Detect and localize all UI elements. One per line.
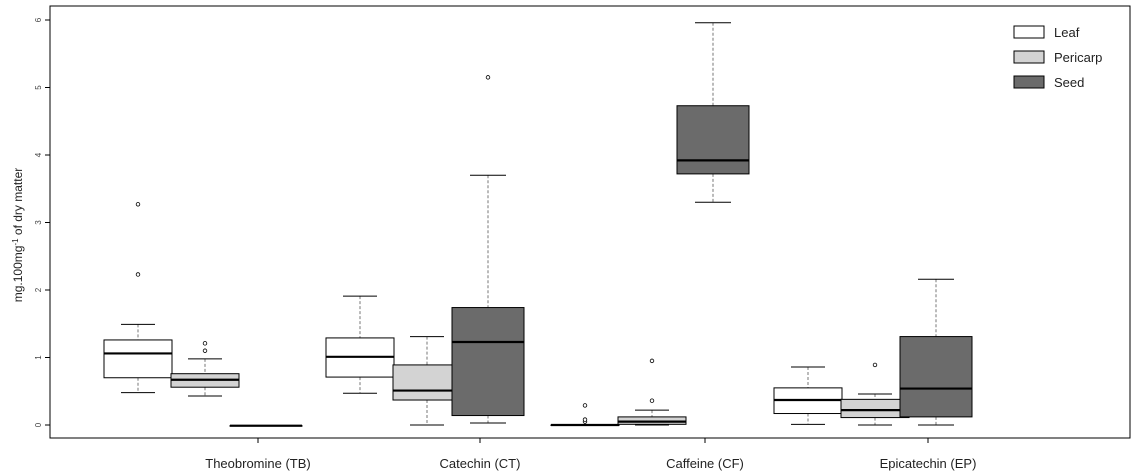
y-tick-label: 4 [34, 152, 43, 157]
legend-label: Seed [1054, 75, 1084, 90]
box-rect [392, 364, 462, 401]
box-leaf-2 [325, 295, 395, 394]
box-leaf-4 [773, 366, 843, 425]
y-tick-label: 6 [34, 17, 43, 22]
x-tick-label: Catechin (CT) [440, 456, 521, 471]
outlier-point [202, 348, 208, 353]
legend-swatch [1013, 50, 1045, 64]
outlier-point [135, 272, 141, 277]
legend: Leaf Pericarp Seed [1013, 25, 1102, 90]
y-tick-label: 0 [34, 422, 43, 427]
outlier-point [872, 362, 878, 368]
outlier-point [649, 398, 655, 403]
legend-swatch [1013, 25, 1045, 39]
box-seed-2 [451, 75, 525, 424]
y-tick-label: 1 [34, 355, 43, 360]
box-pericarp-4 [840, 362, 910, 426]
box-leaf-1 [103, 202, 173, 394]
x-tick-label: Epicatechin (EP) [880, 456, 977, 471]
outlier-point [649, 358, 655, 364]
outlier-point [582, 403, 588, 408]
x-axis: Theobromine (TB) Catechin (CT) Caffeine (C… [205, 438, 976, 471]
box-seed-1 [229, 424, 303, 427]
y-tick-label: 3 [34, 220, 43, 225]
y-axis-label-sup: -1 [11, 238, 20, 246]
boxes [103, 22, 973, 427]
outlier-point [485, 75, 491, 80]
box-rect [103, 339, 173, 379]
y-axis-label: mg.100mg-1 of dry matter [11, 168, 26, 303]
y-axis: 0 1 2 3 4 5 6 [34, 17, 50, 427]
outlier-point [135, 202, 141, 207]
box-rect [451, 307, 525, 417]
box-pericarp-1 [170, 341, 240, 397]
x-tick-label: Caffeine (CF) [666, 456, 744, 471]
legend-swatch [1013, 75, 1045, 89]
y-tick-label: 2 [34, 287, 43, 292]
box-rect [676, 105, 750, 175]
y-axis-label-main: mg.100mg [11, 246, 25, 303]
outlier-point [582, 417, 588, 422]
outlier-point [202, 341, 208, 346]
box-rect [840, 398, 910, 419]
y-axis-label-rest: of dry matter [11, 168, 25, 239]
box-pericarp-2 [392, 336, 462, 426]
x-tick-label: Theobromine (TB) [205, 456, 310, 471]
y-tick-label: 5 [34, 85, 43, 90]
box-seed-3 [676, 22, 750, 203]
box-seed-4 [899, 278, 973, 426]
box-leaf-3 [550, 403, 620, 427]
legend-label: Leaf [1054, 25, 1080, 40]
box-pericarp-3 [617, 358, 687, 426]
legend-label: Pericarp [1054, 50, 1102, 65]
box-rect [899, 336, 973, 418]
